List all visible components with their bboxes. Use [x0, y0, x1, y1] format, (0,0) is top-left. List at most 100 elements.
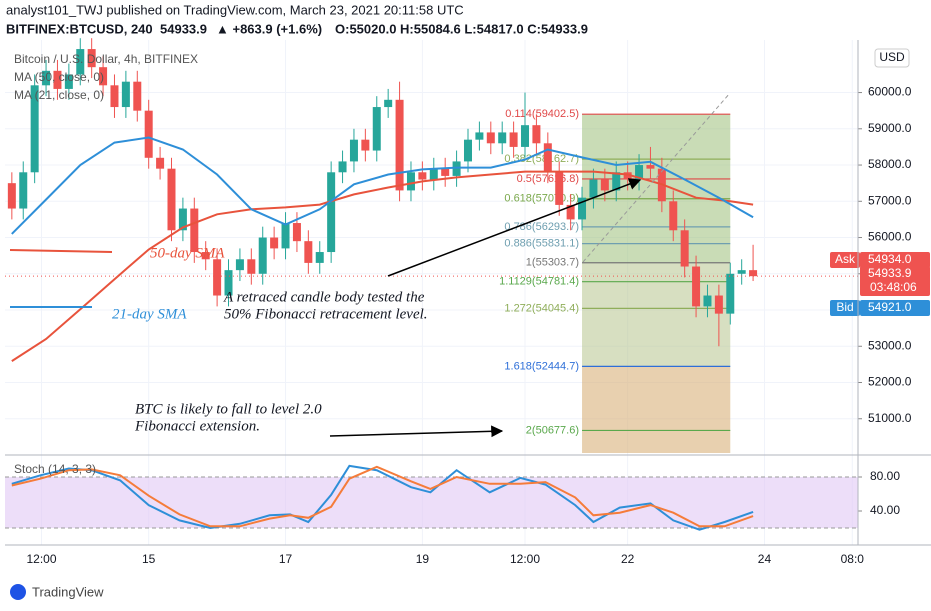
- legend-ma21: MA (21, close, 0): [14, 88, 104, 102]
- x-tick-label: 24: [758, 552, 772, 566]
- candle-body: [361, 139, 370, 151]
- candle-body: [144, 110, 153, 158]
- y-tick-label: 58000.0: [868, 157, 912, 171]
- candle-body: [726, 273, 735, 314]
- candle-body: [384, 99, 393, 108]
- annotation: A retraced candle body tested the: [223, 289, 425, 305]
- candle-body: [315, 252, 324, 263]
- fib-label: 0.618(57070.9): [504, 193, 579, 205]
- candle-body: [190, 208, 199, 253]
- badge-name: Bid: [836, 300, 853, 314]
- candle-body: [133, 81, 142, 111]
- annotation: BTC is likely to fall to level 2.0: [135, 401, 322, 417]
- candle-body: [121, 81, 130, 108]
- candle-body: [623, 172, 632, 180]
- symbol: BITFINEX:BTCUSD, 240: [6, 21, 153, 36]
- annotation: 50-day SMA: [150, 245, 225, 261]
- arrow: [387, 178, 642, 277]
- candle-body: [737, 270, 746, 274]
- candle-body: [543, 143, 552, 173]
- candle-body: [509, 132, 518, 147]
- candle-body: [156, 157, 165, 169]
- candle-body: [532, 125, 541, 144]
- footer-text: TradingView: [32, 584, 104, 599]
- candle-body: [680, 230, 689, 267]
- y-tick-label: 60000.0: [868, 85, 912, 99]
- candle-body: [201, 252, 210, 260]
- candle-body: [281, 223, 290, 249]
- stoch-title: Stoch (14, 3, 3): [14, 462, 96, 476]
- price-badge: [860, 252, 930, 268]
- currency: USD: [879, 50, 905, 64]
- fib-trend-line: [582, 92, 731, 263]
- candle-body: [669, 201, 678, 231]
- fib-label: 1.272(54045.4): [504, 302, 579, 314]
- legend-symbol: Bitcoin / U.S. Dollar, 4h, BITFINEX: [14, 52, 198, 66]
- candle-body: [372, 107, 381, 151]
- y-tick-label: 57000.0: [868, 193, 912, 207]
- line-series: [11, 170, 754, 362]
- candle-body: [53, 70, 62, 89]
- price-badge: [860, 300, 930, 316]
- candle-body: [521, 125, 530, 147]
- candle-body: [7, 183, 16, 209]
- candle-body: [167, 168, 176, 231]
- candle-body: [292, 223, 301, 242]
- candle-body: [578, 197, 587, 220]
- badge-name-box: [830, 252, 860, 268]
- badge-label: 54934.0: [868, 252, 912, 266]
- line-series: [11, 465, 754, 528]
- ohlc: O:55020.0 H:55084.6 L:54817.0 C:54933.9: [335, 21, 588, 36]
- candle-body: [42, 70, 51, 86]
- arrow: [329, 425, 504, 438]
- badge-label: 54933.9: [868, 266, 912, 280]
- candle-body: [338, 161, 347, 173]
- fib-zone: [582, 366, 731, 453]
- badge-countdown: 03:48:06: [870, 280, 917, 294]
- y-tick-label: 56000.0: [868, 230, 912, 244]
- x-tick-label: 15: [142, 552, 156, 566]
- candle-body: [247, 259, 256, 274]
- candle-body: [213, 259, 222, 296]
- badge-name: Ask: [835, 252, 856, 266]
- candle-body: [304, 241, 313, 263]
- y-tick-label: 80.00: [870, 469, 900, 483]
- x-tick-label: 19: [416, 552, 430, 566]
- candle-body: [349, 139, 358, 162]
- sma50-label-line: [9, 249, 113, 253]
- y-tick-label: 40.00: [870, 503, 900, 517]
- fib-label: 0.114(59402.5): [505, 108, 579, 120]
- annotation: Fibonacci extension.: [134, 418, 260, 434]
- candle-body: [30, 85, 39, 173]
- candle-body: [635, 165, 644, 180]
- candle-body: [87, 49, 96, 68]
- line-series: [11, 136, 754, 235]
- y-tick-label: 52000.0: [868, 375, 912, 389]
- fib-label: 0.886(55831.1): [504, 238, 579, 250]
- candle-body: [327, 172, 336, 253]
- x-tick-label: 12:00: [510, 552, 540, 566]
- candle-body: [441, 168, 450, 176]
- candle-body: [178, 208, 187, 231]
- candle-body: [110, 85, 119, 108]
- x-tick-label: 12:00: [26, 552, 56, 566]
- annotation: 21-day SMA: [112, 306, 187, 322]
- y-tick-label: 53000.0: [868, 338, 912, 352]
- x-tick-label: 22: [621, 552, 635, 566]
- badge-label: 54921.0: [868, 300, 912, 314]
- currency-box[interactable]: [874, 48, 910, 68]
- tradingview-logo: TradingView: [10, 584, 104, 600]
- candle-body: [646, 165, 655, 169]
- candle-body: [64, 74, 73, 89]
- candle-body: [452, 161, 461, 176]
- y-tick-label: 59000.0: [868, 121, 912, 135]
- candle-body: [395, 99, 404, 191]
- change: ▲ +863.9 (+1.6%): [216, 21, 322, 36]
- candle-body: [418, 172, 427, 180]
- candle-body: [475, 132, 484, 140]
- candle-body: [19, 172, 28, 209]
- candle-body: [486, 132, 495, 144]
- fib-label: 1.618(52444.7): [504, 360, 579, 372]
- fib-label: 1(55303.7): [526, 257, 579, 269]
